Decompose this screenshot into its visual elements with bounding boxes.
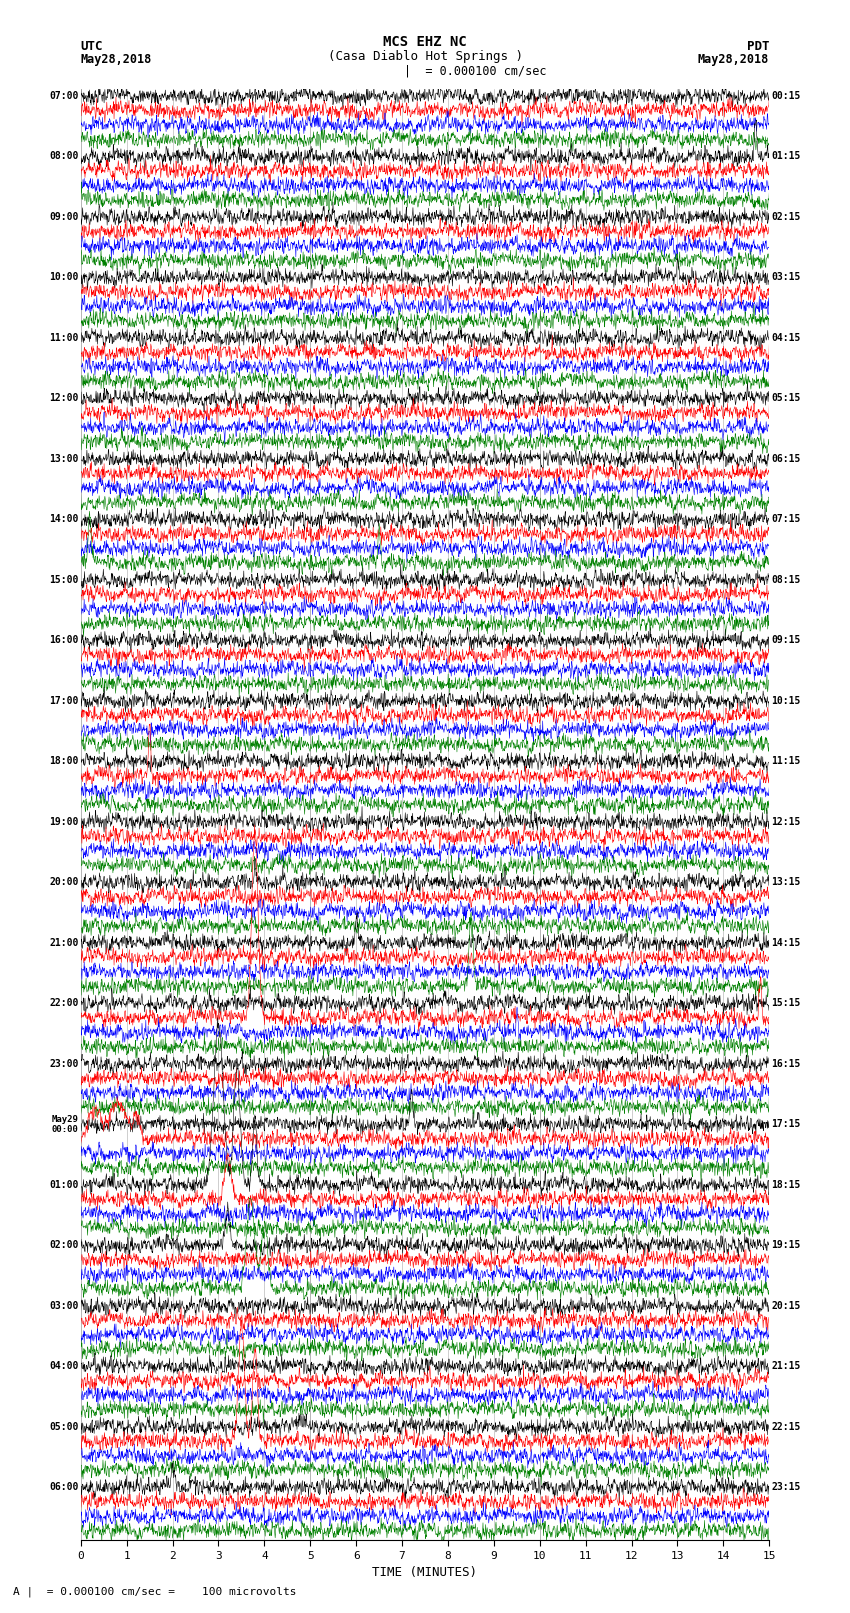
Text: 18:00: 18:00	[49, 756, 79, 766]
Text: May29
00:00: May29 00:00	[52, 1115, 79, 1134]
Text: 17:00: 17:00	[49, 695, 79, 706]
Text: 11:15: 11:15	[771, 756, 801, 766]
Text: 20:15: 20:15	[771, 1300, 801, 1311]
Text: 00:15: 00:15	[771, 90, 801, 102]
Text: 12:00: 12:00	[49, 394, 79, 403]
Text: 15:15: 15:15	[771, 998, 801, 1008]
Text: 17:15: 17:15	[771, 1119, 801, 1129]
Text: 14:00: 14:00	[49, 515, 79, 524]
Text: 02:00: 02:00	[49, 1240, 79, 1250]
Text: 04:15: 04:15	[771, 332, 801, 344]
Text: 15:00: 15:00	[49, 574, 79, 586]
Text: 16:00: 16:00	[49, 636, 79, 645]
Text: (Casa Diablo Hot Springs ): (Casa Diablo Hot Springs )	[327, 50, 523, 63]
Text: 09:15: 09:15	[771, 636, 801, 645]
Text: 14:15: 14:15	[771, 937, 801, 948]
Text: 01:15: 01:15	[771, 152, 801, 161]
Text: 21:15: 21:15	[771, 1361, 801, 1371]
Text: 23:00: 23:00	[49, 1058, 79, 1069]
Text: 05:00: 05:00	[49, 1421, 79, 1432]
Text: PDT: PDT	[747, 40, 769, 53]
Text: 12:15: 12:15	[771, 816, 801, 827]
Text: 06:15: 06:15	[771, 453, 801, 465]
Text: 05:15: 05:15	[771, 394, 801, 403]
Text: 19:15: 19:15	[771, 1240, 801, 1250]
Text: 08:15: 08:15	[771, 574, 801, 586]
Text: 02:15: 02:15	[771, 211, 801, 223]
Text: 07:00: 07:00	[49, 90, 79, 102]
Text: 09:00: 09:00	[49, 211, 79, 223]
Text: 21:00: 21:00	[49, 937, 79, 948]
Text: 23:15: 23:15	[771, 1482, 801, 1492]
Text: 08:00: 08:00	[49, 152, 79, 161]
Text: |  = 0.000100 cm/sec: | = 0.000100 cm/sec	[404, 65, 547, 77]
Text: 22:00: 22:00	[49, 998, 79, 1008]
Text: 20:00: 20:00	[49, 877, 79, 887]
Text: 03:15: 03:15	[771, 273, 801, 282]
Text: 10:15: 10:15	[771, 695, 801, 706]
Text: 10:00: 10:00	[49, 273, 79, 282]
Text: 18:15: 18:15	[771, 1179, 801, 1190]
Text: 19:00: 19:00	[49, 816, 79, 827]
Text: 16:15: 16:15	[771, 1058, 801, 1069]
Text: UTC: UTC	[81, 40, 103, 53]
Text: 13:00: 13:00	[49, 453, 79, 465]
Text: 04:00: 04:00	[49, 1361, 79, 1371]
Text: 07:15: 07:15	[771, 515, 801, 524]
Text: 11:00: 11:00	[49, 332, 79, 344]
X-axis label: TIME (MINUTES): TIME (MINUTES)	[372, 1566, 478, 1579]
Text: MCS EHZ NC: MCS EHZ NC	[383, 35, 467, 50]
Text: 01:00: 01:00	[49, 1179, 79, 1190]
Text: 22:15: 22:15	[771, 1421, 801, 1432]
Text: May28,2018: May28,2018	[81, 53, 152, 66]
Text: 06:00: 06:00	[49, 1482, 79, 1492]
Text: May28,2018: May28,2018	[698, 53, 769, 66]
Text: 13:15: 13:15	[771, 877, 801, 887]
Text: A |  = 0.000100 cm/sec =    100 microvolts: A | = 0.000100 cm/sec = 100 microvolts	[13, 1586, 297, 1597]
Text: 03:00: 03:00	[49, 1300, 79, 1311]
